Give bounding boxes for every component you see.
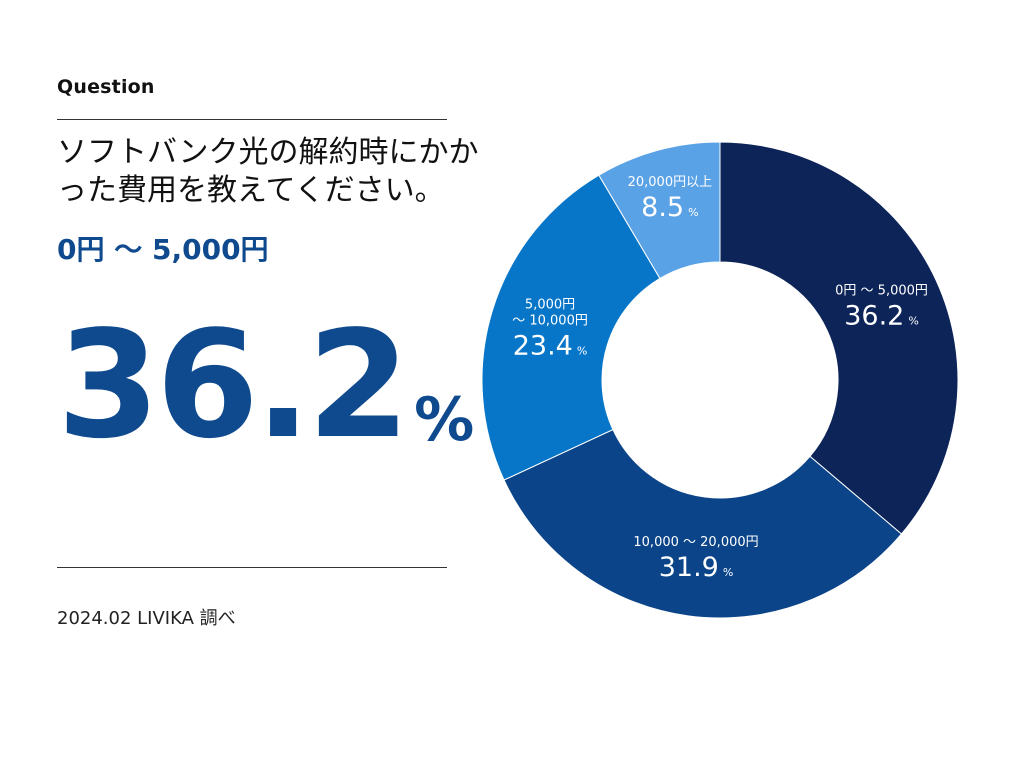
highlight-percentage: 36.2 % [57, 300, 474, 460]
donut-slice-2 [503, 428, 903, 619]
slice-category-label: 5,000円 [525, 298, 575, 313]
question-text: ソフトバンク光の解約時にかかった費用を教えてください。 [57, 135, 479, 208]
source-note: 2024.02 LIVIKA 調べ [57, 608, 236, 629]
highlight-range-label: 0円 ～ 5,000円 [57, 233, 269, 266]
donut-slice-3 [481, 174, 661, 481]
slice-category-label: 0円 ～ 5,000円 [835, 284, 928, 299]
donut-slice-4 [598, 141, 721, 280]
question-label: Question [57, 76, 155, 98]
highlight-unit: % [414, 385, 475, 455]
top-divider [57, 119, 447, 120]
slice-category-label: 10,000 ～ 20,000円 [633, 535, 758, 550]
highlight-value: 36.2 [57, 299, 410, 471]
donut-slice-1 [719, 141, 959, 535]
slice-category-label: 20,000円以上 [628, 175, 713, 190]
slice-category-label: ～ 10,000円 [512, 314, 588, 329]
bottom-divider [57, 567, 447, 568]
